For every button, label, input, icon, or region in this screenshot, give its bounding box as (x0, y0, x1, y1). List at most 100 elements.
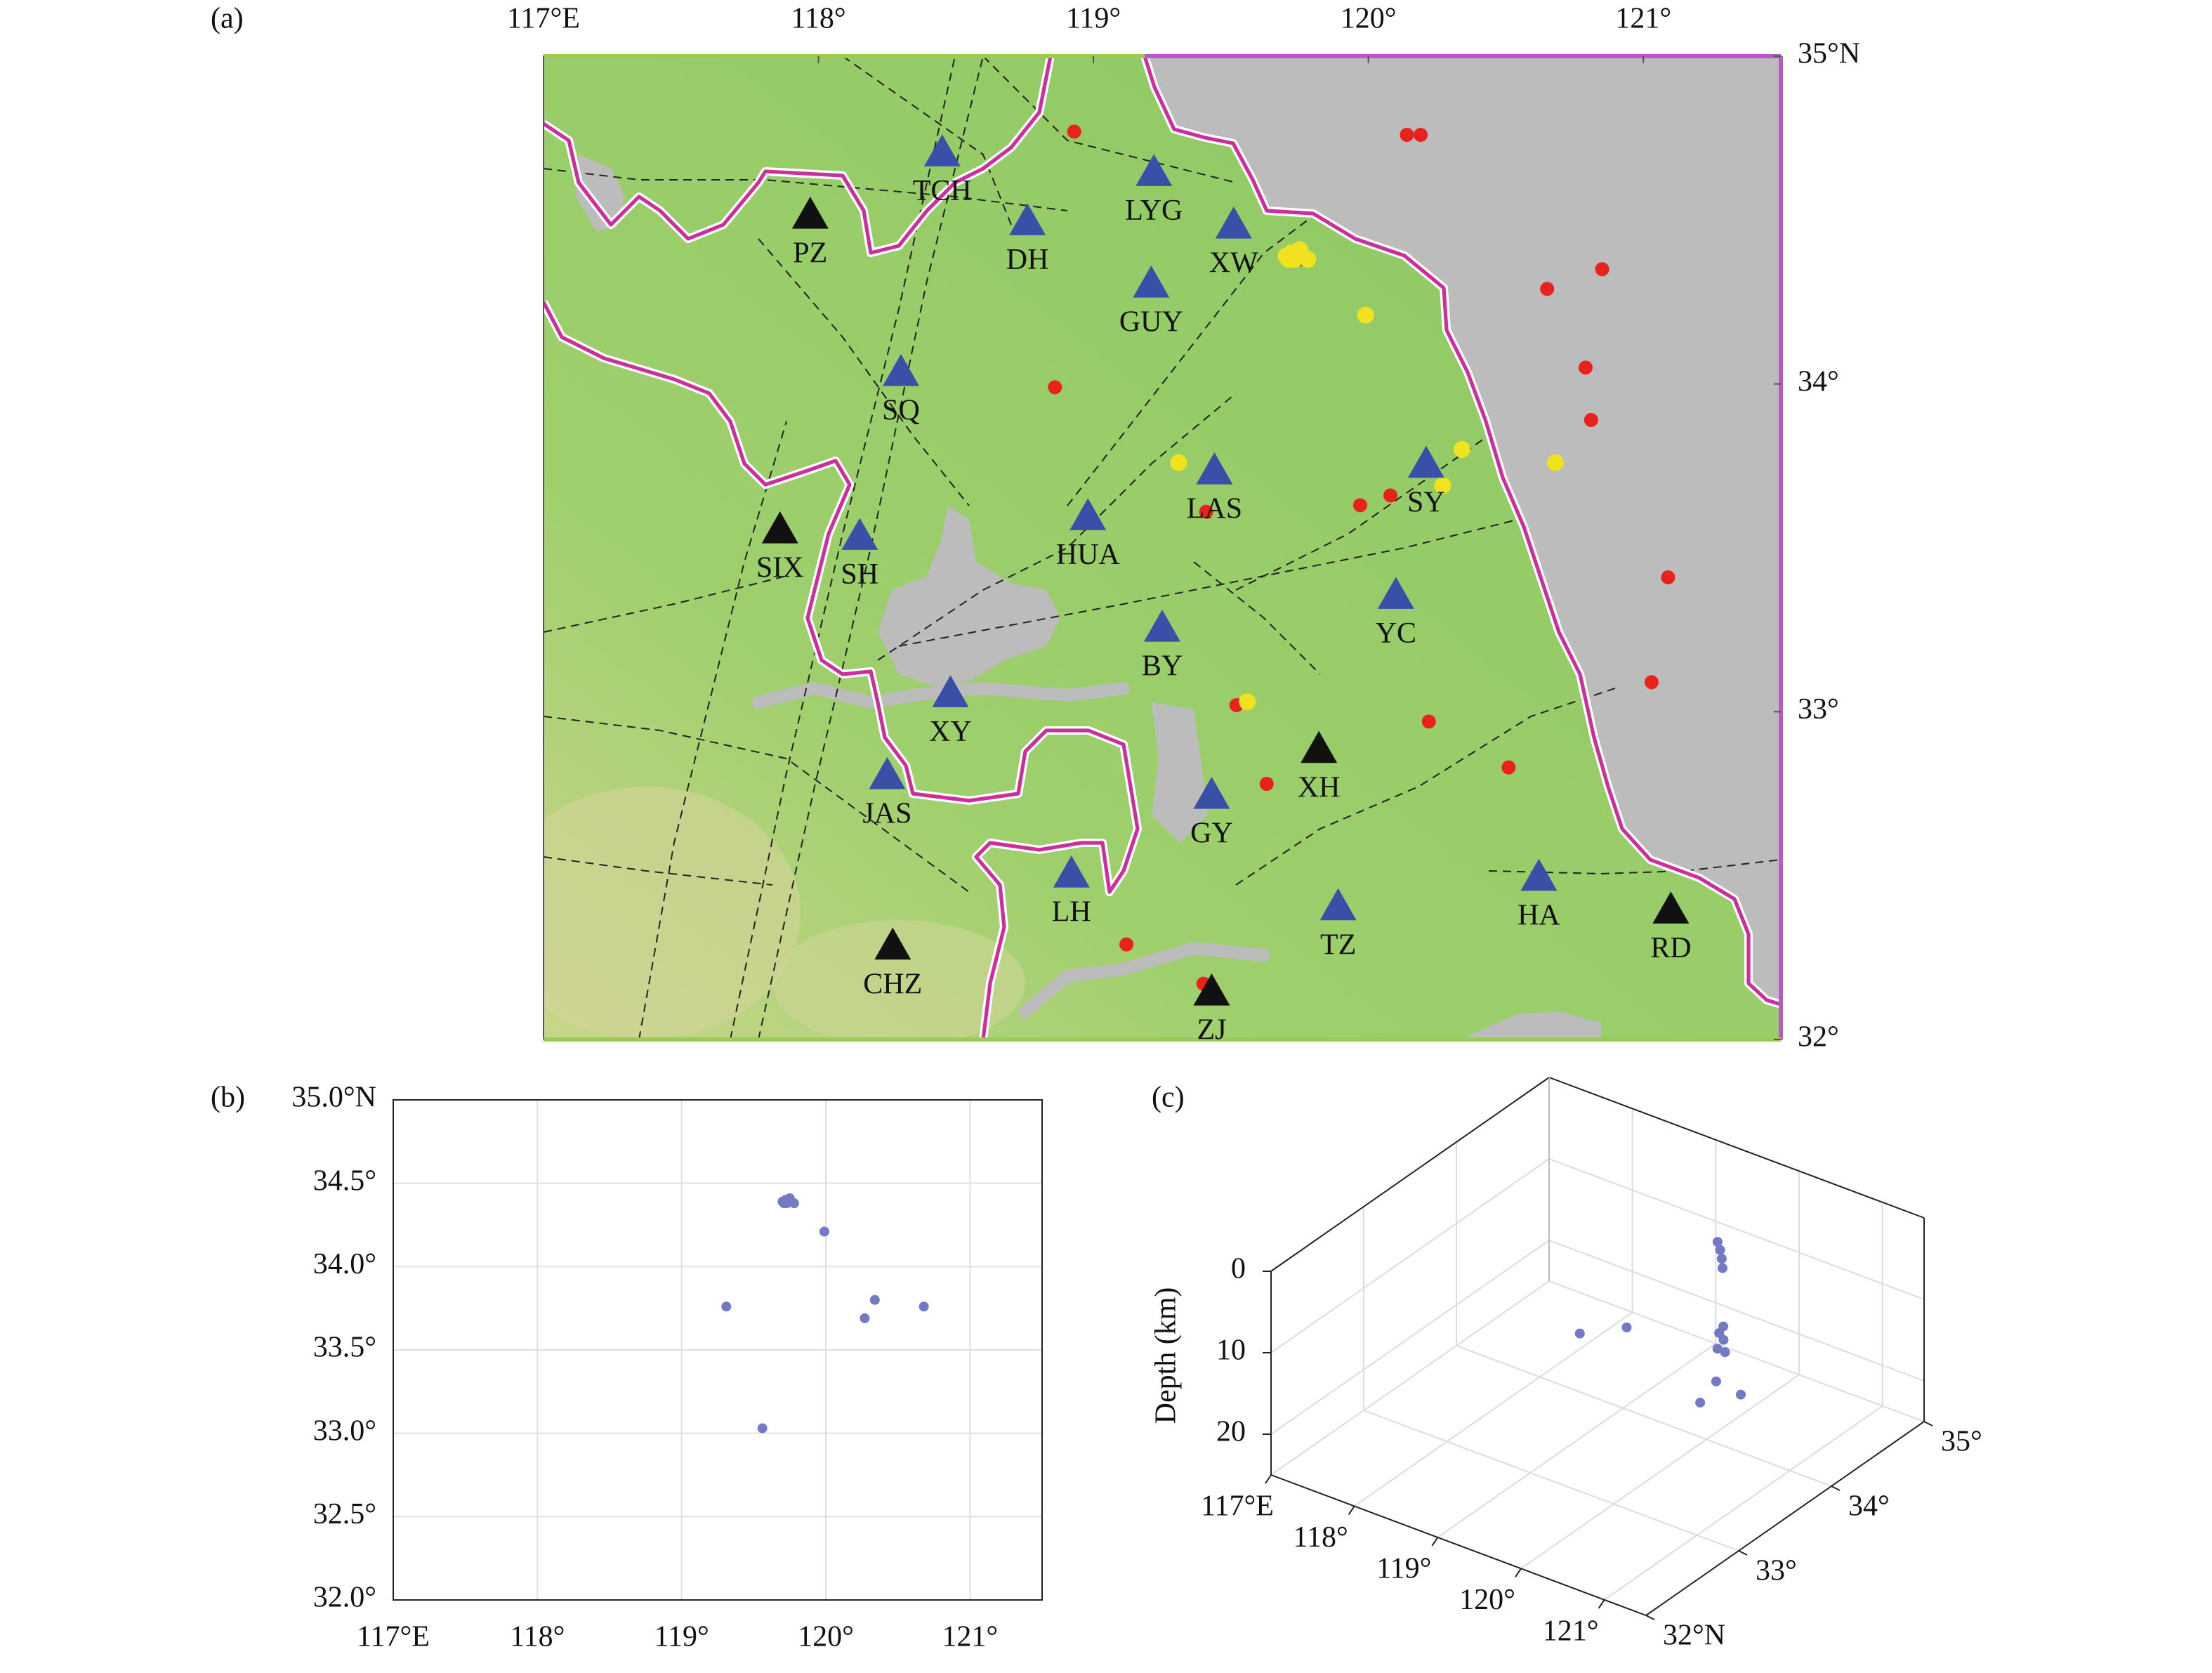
station (1520, 858, 1558, 891)
y-tick-label: 33° (1756, 1555, 1797, 1587)
station-label: TCH (913, 175, 972, 207)
axes-frame (393, 1099, 1043, 1601)
grid-line (1437, 1343, 1716, 1538)
point (860, 1313, 870, 1323)
station (1301, 730, 1338, 763)
station (1196, 452, 1233, 485)
station (874, 927, 911, 960)
y-tick-label: 32° (1798, 1021, 1839, 1054)
x-tick-label: 117°E (357, 1621, 430, 1653)
y-tick-label: 32°N (1663, 1620, 1725, 1652)
event (1259, 777, 1274, 791)
station-label: PZ (793, 237, 827, 270)
grid-line (1270, 1158, 1550, 1353)
y-tick-label: 34° (1798, 365, 1839, 398)
event (1414, 128, 1428, 142)
located-event (1434, 477, 1451, 494)
point (1718, 1334, 1729, 1345)
x-tick (1598, 1599, 1605, 1609)
y-tick-label: 33° (1798, 693, 1839, 726)
point (1720, 1347, 1730, 1358)
event (1595, 262, 1609, 277)
event (1661, 570, 1676, 584)
axis-box (1270, 1077, 1550, 1272)
event (1352, 498, 1367, 513)
station (1377, 577, 1414, 609)
station (1215, 206, 1252, 239)
x-tick-label: 121° (1615, 3, 1671, 35)
event (1644, 675, 1659, 690)
grid-line (1270, 1240, 1550, 1435)
grid-line (1520, 1374, 1800, 1570)
z-tick-label: 10 (1216, 1334, 1246, 1367)
station (1144, 610, 1180, 642)
x-tick-label: 118° (791, 3, 845, 35)
axis-box (1270, 1474, 1647, 1616)
grid-line (1548, 1158, 1925, 1300)
point (819, 1226, 829, 1237)
x-tick-label: 121° (942, 1621, 998, 1653)
y-tick-label: 33.5° (313, 1332, 376, 1364)
station (1652, 891, 1690, 924)
located-event (1280, 251, 1298, 268)
x-tick-label: 118° (1293, 1521, 1348, 1554)
point (1736, 1389, 1746, 1400)
station-label: CHZ (863, 968, 922, 1000)
x-tick (1265, 1474, 1272, 1484)
y-tick-label: 33.0° (313, 1415, 376, 1447)
x-tick-label: 117°E (1201, 1490, 1274, 1523)
station-label: XH (1298, 771, 1341, 803)
x-tick-label: 121° (1543, 1615, 1599, 1647)
station-label: JAS (862, 798, 911, 830)
y-tick-label: 35.0°N (291, 1082, 376, 1114)
station (1193, 777, 1230, 809)
station-label: ZJ (1197, 1014, 1226, 1047)
located-event (1291, 241, 1308, 258)
station-label: LAS (1187, 493, 1242, 525)
map-background (544, 56, 1781, 1039)
station-label: TZ (1320, 929, 1356, 961)
point (1716, 1254, 1727, 1264)
point (1695, 1398, 1706, 1408)
station (1009, 203, 1046, 235)
station-label: GUY (1119, 306, 1183, 339)
event (1501, 760, 1516, 775)
located-event (1546, 454, 1564, 471)
grid-line (1270, 1280, 1550, 1476)
station-label: SQ (882, 395, 920, 427)
event (1421, 714, 1436, 729)
point (1711, 1376, 1721, 1386)
point (919, 1301, 929, 1312)
y-tick (1923, 1421, 1933, 1426)
event (1199, 504, 1213, 519)
event (1540, 282, 1555, 296)
located-event (1170, 454, 1187, 471)
y-tick-label: 34.0° (313, 1248, 376, 1280)
y-tick-label: 35°N (1798, 38, 1860, 70)
station-label: SY (1407, 486, 1445, 518)
x-tick-label: 120° (798, 1621, 854, 1653)
point (757, 1423, 768, 1433)
point (1574, 1328, 1585, 1339)
located-event (1357, 306, 1374, 324)
x-tick (1348, 1505, 1355, 1515)
z-tick-label: 0 (1231, 1253, 1246, 1285)
station (869, 757, 906, 789)
station (1193, 973, 1230, 1006)
event (1119, 937, 1134, 952)
station-label: LH (1052, 896, 1091, 929)
point (1712, 1344, 1723, 1354)
event (1067, 124, 1081, 139)
x-tick-label: 117°E (507, 3, 580, 35)
event (1048, 380, 1062, 395)
axis-box (1645, 1421, 1925, 1616)
z-tick-label: 20 (1216, 1416, 1246, 1448)
x-tick-label: 120° (1459, 1584, 1515, 1616)
station (883, 354, 920, 386)
y-tick-label: 32.0° (313, 1582, 376, 1614)
x-tick (1431, 1537, 1439, 1547)
station-label: GY (1190, 818, 1233, 850)
y-tick-label: 34° (1848, 1490, 1890, 1523)
